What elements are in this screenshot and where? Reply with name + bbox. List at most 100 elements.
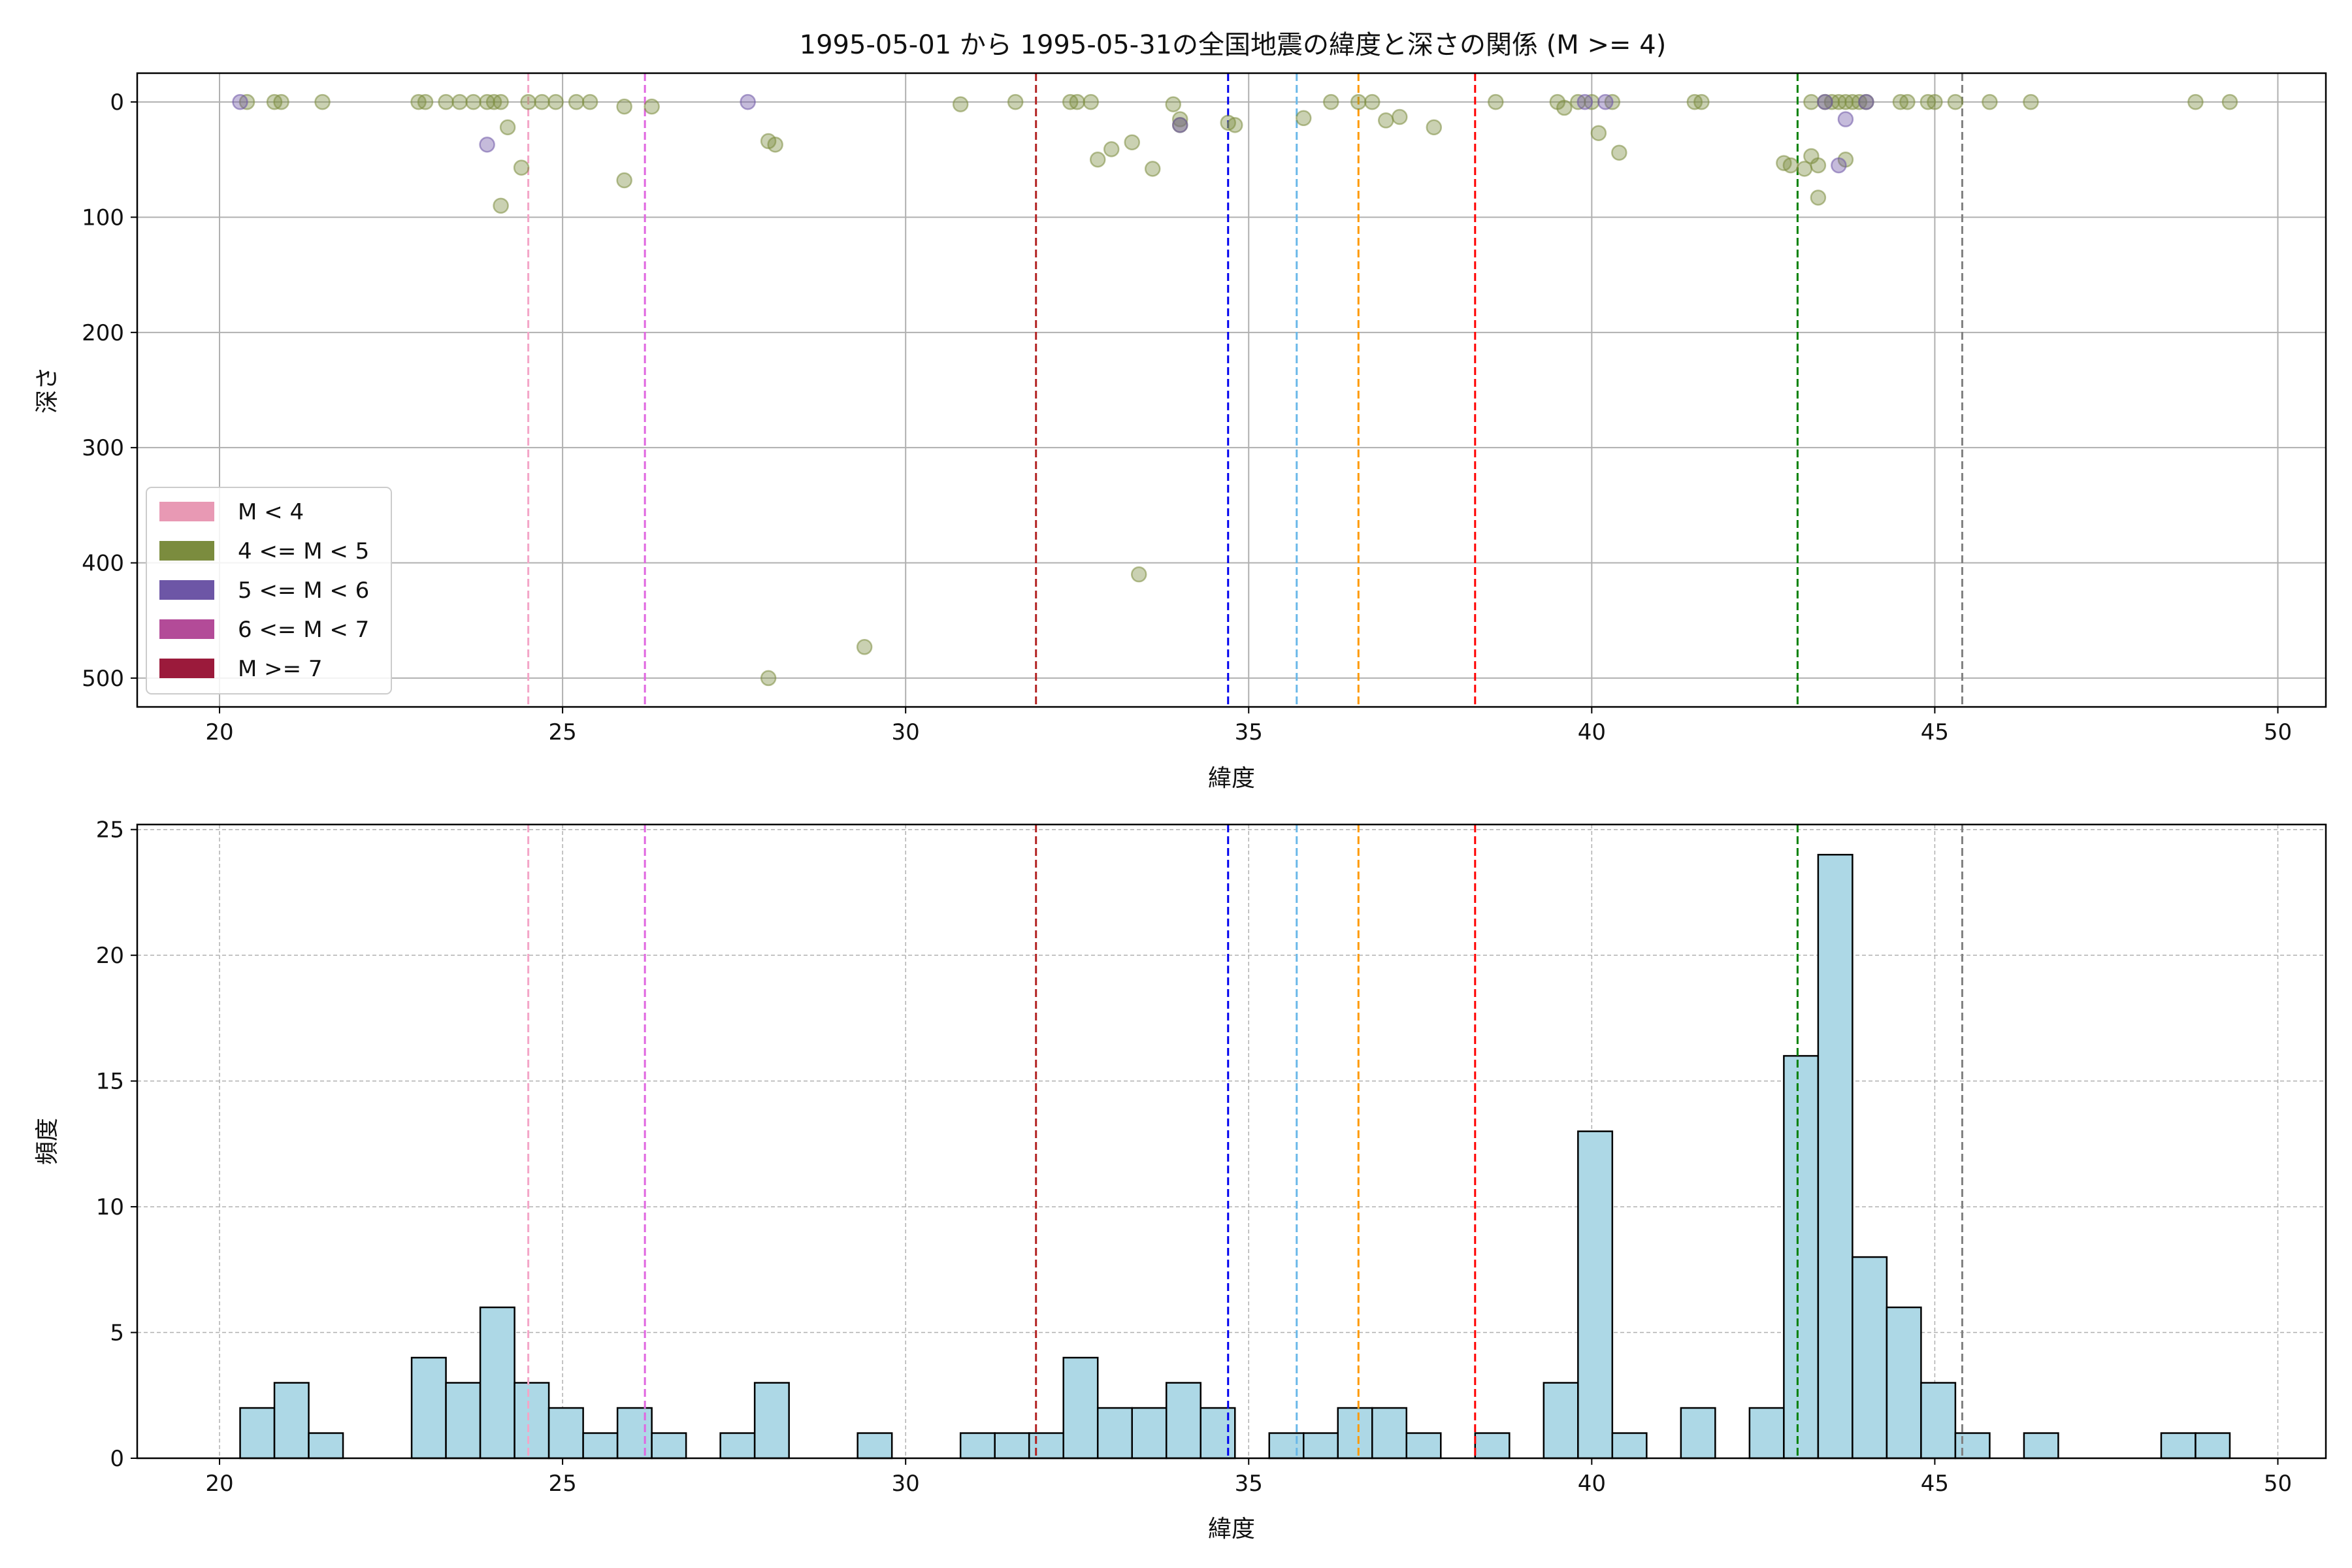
legend-box <box>146 487 392 694</box>
scatter-point <box>1378 112 1394 129</box>
histogram-bar <box>994 1432 1030 1460</box>
chart-title: 1995-05-01 から 1995-05-31の全国地震の緯度と深さの関係 (… <box>800 30 1667 60</box>
scatter-point <box>465 93 482 110</box>
histogram-bar <box>753 1382 790 1460</box>
scatter-point <box>1837 111 1854 127</box>
histogram-x-tick-label: 25 <box>548 1471 576 1497</box>
scatter-y-label: 深さ <box>34 367 61 414</box>
scatter-point <box>1947 93 1964 110</box>
scatter-point <box>1144 161 1161 177</box>
histogram-x-tick-label: 50 <box>2264 1471 2292 1497</box>
histogram-bar <box>959 1432 996 1460</box>
scatter-point <box>1171 111 1188 127</box>
scatter-point <box>616 172 632 189</box>
legend-swatch <box>159 659 214 678</box>
histogram-bar <box>719 1432 756 1460</box>
scatter-point <box>616 98 632 115</box>
scatter-point <box>1089 152 1106 168</box>
scatter-point <box>952 96 969 112</box>
histogram-bar <box>410 1356 447 1460</box>
scatter-point <box>581 93 598 110</box>
scatter-x-tick-label: 20 <box>205 719 233 745</box>
scatter-point <box>1227 117 1243 133</box>
histogram-bar <box>1543 1382 1579 1460</box>
histogram-bar <box>1577 1130 1614 1460</box>
legend-label: 6 <= M < 7 <box>238 617 369 643</box>
histogram-bar <box>1474 1432 1511 1460</box>
scatter-x-tick-label: 25 <box>548 719 576 745</box>
scatter-plot-frame <box>136 72 2327 708</box>
legend-swatch <box>159 619 214 639</box>
scatter-point <box>417 93 434 110</box>
scatter-point <box>547 93 564 110</box>
histogram-y-tick-label: 10 <box>96 1194 124 1220</box>
histogram-bar <box>1852 1256 1888 1460</box>
histogram-bar <box>2160 1432 2197 1460</box>
scatter-point <box>1364 93 1380 110</box>
histogram-y-tick-label: 25 <box>96 817 124 843</box>
scatter-x-tick-label: 50 <box>2264 719 2292 745</box>
histogram-bar <box>1611 1432 1648 1460</box>
histogram-bar <box>582 1432 619 1460</box>
scatter-point <box>534 93 550 110</box>
scatter-point <box>767 137 783 153</box>
histogram-x-tick-label: 20 <box>205 1471 233 1497</box>
legend-label: 4 <= M < 5 <box>238 538 369 564</box>
histogram-bar <box>1371 1407 1408 1460</box>
histogram-plot-frame <box>136 823 2327 1460</box>
histogram-x-label: 緯度 <box>1208 1516 1255 1543</box>
histogram-bar <box>2195 1432 2231 1460</box>
histogram-x-tick-label: 30 <box>892 1471 920 1497</box>
histogram-bar <box>273 1382 310 1460</box>
legend: M < 4 4 <= M < 5 5 <= M < 6 6 <= M < 7 M >= … <box>146 487 392 694</box>
histogram-bar <box>1028 1432 1064 1460</box>
scatter-point <box>1927 93 1943 110</box>
histogram-bar <box>239 1407 276 1460</box>
histogram-bar <box>1954 1432 1991 1460</box>
legend-label: 5 <= M < 6 <box>238 578 369 604</box>
scatter-point <box>760 670 777 687</box>
scatter-point <box>1590 125 1607 141</box>
scatter-point <box>644 98 660 115</box>
histogram-bar <box>547 1407 584 1460</box>
scatter-point <box>1350 93 1367 110</box>
scatter-point <box>438 93 454 110</box>
histogram-bar <box>1817 853 1854 1460</box>
scatter-point <box>493 93 509 110</box>
histogram-bar <box>1096 1407 1133 1460</box>
scatter-x-tick-label: 45 <box>1921 719 1949 745</box>
scatter-point <box>1817 93 1833 110</box>
histogram-bar <box>1783 1054 1820 1460</box>
scatter-point <box>479 137 495 153</box>
scatter-y-tick-label: 200 <box>82 320 124 346</box>
scatter-point <box>499 119 516 136</box>
histogram-plot: 20 25 30 35 40 45 50 0 5 10 15 20 25 緯度 頻度 <box>34 817 2327 1543</box>
histogram-bar <box>651 1432 687 1460</box>
histogram-bar <box>616 1407 653 1460</box>
scatter-point <box>1831 157 1847 174</box>
scatter-x-tick-label: 40 <box>1578 719 1606 745</box>
legend-swatch <box>159 580 214 600</box>
histogram-y-label: 頻度 <box>34 1118 61 1165</box>
scatter-point <box>856 639 873 655</box>
scatter-y-tick-label: 0 <box>110 90 124 116</box>
scatter-point <box>1803 93 1820 110</box>
legend-swatch <box>159 541 214 561</box>
histogram-y-tick-label: 15 <box>96 1069 124 1095</box>
scatter-x-tick-label: 30 <box>892 719 920 745</box>
scatter-point <box>1488 93 1504 110</box>
scatter-point <box>2221 93 2238 110</box>
scatter-point <box>232 93 248 110</box>
scatter-point <box>1810 157 1827 174</box>
scatter-point <box>1810 189 1827 206</box>
histogram-bar <box>1165 1382 1201 1460</box>
legend-swatch <box>159 502 214 521</box>
histogram-bar <box>1886 1306 1922 1460</box>
histogram-bar <box>1268 1432 1305 1460</box>
histogram-x-tick-label: 40 <box>1578 1471 1606 1497</box>
histogram-bar <box>514 1382 550 1460</box>
scatter-point <box>1165 96 1181 112</box>
histogram-bar <box>445 1382 482 1460</box>
histogram-bar <box>1680 1407 1716 1460</box>
